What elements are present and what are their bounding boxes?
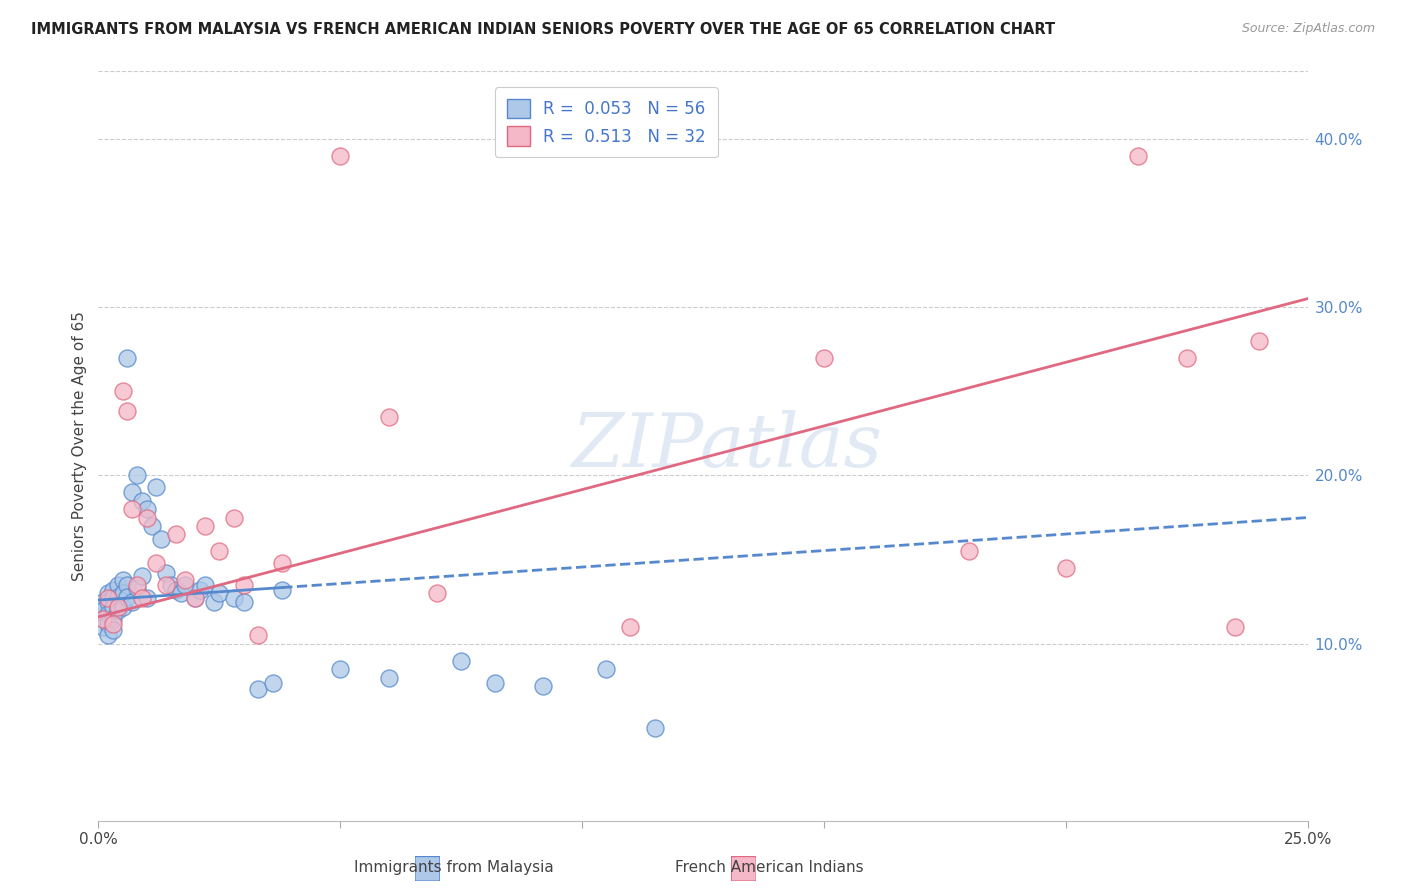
Point bbox=[101, 591, 124, 606]
Point bbox=[174, 578, 197, 592]
Y-axis label: Seniors Poverty Over the Age of 65: Seniors Poverty Over the Age of 65 bbox=[72, 311, 87, 581]
Point bbox=[111, 384, 134, 399]
Point bbox=[1249, 334, 1271, 348]
Point bbox=[271, 556, 294, 570]
Point bbox=[165, 527, 187, 541]
Point bbox=[101, 616, 124, 631]
Point bbox=[145, 480, 167, 494]
Point bbox=[247, 628, 270, 642]
Point bbox=[131, 569, 153, 583]
Point bbox=[91, 620, 114, 634]
Point bbox=[208, 586, 231, 600]
Point bbox=[107, 603, 129, 617]
Text: Source: ZipAtlas.com: Source: ZipAtlas.com bbox=[1241, 22, 1375, 36]
Point bbox=[232, 578, 254, 592]
Point bbox=[101, 611, 124, 625]
Point bbox=[117, 590, 139, 604]
Point bbox=[131, 493, 153, 508]
Point bbox=[101, 624, 124, 638]
Point bbox=[160, 578, 183, 592]
Point bbox=[194, 578, 217, 592]
Point bbox=[204, 595, 226, 609]
Point bbox=[107, 599, 129, 614]
Point bbox=[121, 502, 143, 516]
Point bbox=[188, 582, 211, 597]
Point bbox=[595, 662, 617, 676]
Point bbox=[97, 591, 120, 606]
Point bbox=[101, 599, 124, 614]
Point bbox=[155, 566, 177, 581]
Point bbox=[121, 485, 143, 500]
Point bbox=[531, 679, 554, 693]
FancyBboxPatch shape bbox=[731, 856, 756, 881]
Point bbox=[377, 671, 399, 685]
Point bbox=[127, 582, 149, 596]
Point bbox=[107, 590, 129, 604]
Point bbox=[127, 578, 149, 592]
Point bbox=[97, 586, 120, 600]
Point bbox=[111, 586, 134, 600]
Point bbox=[957, 544, 980, 558]
Point bbox=[117, 578, 139, 592]
Point bbox=[1223, 620, 1246, 634]
Point bbox=[619, 620, 641, 634]
Point bbox=[377, 409, 399, 424]
Point bbox=[262, 675, 284, 690]
Point bbox=[101, 582, 124, 597]
Point bbox=[121, 595, 143, 609]
Point bbox=[813, 351, 835, 365]
Point bbox=[208, 544, 231, 558]
Point bbox=[117, 404, 139, 418]
Point bbox=[135, 510, 157, 524]
Point bbox=[91, 595, 114, 609]
Point bbox=[155, 578, 177, 592]
Text: Immigrants from Malaysia: Immigrants from Malaysia bbox=[354, 860, 554, 874]
Point bbox=[97, 616, 120, 631]
Point bbox=[271, 582, 294, 597]
Point bbox=[91, 611, 114, 625]
Point bbox=[247, 682, 270, 697]
Point bbox=[1175, 351, 1198, 365]
Point bbox=[329, 662, 352, 676]
Point bbox=[91, 603, 114, 617]
Point bbox=[131, 591, 153, 606]
Point bbox=[450, 654, 472, 668]
Point bbox=[184, 591, 207, 606]
Point bbox=[111, 573, 134, 587]
Point bbox=[135, 591, 157, 606]
Point bbox=[1128, 148, 1150, 162]
Point bbox=[97, 595, 120, 609]
Point bbox=[145, 556, 167, 570]
Point bbox=[232, 595, 254, 609]
Legend: R =  0.053   N = 56, R =  0.513   N = 32: R = 0.053 N = 56, R = 0.513 N = 32 bbox=[495, 87, 717, 157]
Text: French American Indians: French American Indians bbox=[675, 860, 863, 874]
Point bbox=[135, 502, 157, 516]
Point bbox=[111, 599, 134, 614]
Text: IMMIGRANTS FROM MALAYSIA VS FRENCH AMERICAN INDIAN SENIORS POVERTY OVER THE AGE : IMMIGRANTS FROM MALAYSIA VS FRENCH AMERI… bbox=[31, 22, 1054, 37]
Point bbox=[117, 351, 139, 365]
Point bbox=[127, 468, 149, 483]
Point bbox=[141, 519, 163, 533]
Point bbox=[484, 675, 506, 690]
Point bbox=[329, 148, 352, 162]
Point bbox=[97, 628, 120, 642]
Point bbox=[194, 519, 217, 533]
Text: ZIPatlas: ZIPatlas bbox=[572, 409, 883, 483]
FancyBboxPatch shape bbox=[415, 856, 440, 881]
Point bbox=[222, 591, 245, 606]
Point bbox=[1054, 561, 1077, 575]
Point bbox=[174, 573, 197, 587]
Point bbox=[426, 586, 449, 600]
Point bbox=[165, 582, 187, 597]
Point bbox=[184, 591, 207, 606]
Point bbox=[107, 578, 129, 592]
Point bbox=[222, 510, 245, 524]
Point bbox=[91, 611, 114, 625]
Point bbox=[644, 721, 666, 735]
Point bbox=[150, 533, 173, 547]
Point bbox=[97, 607, 120, 621]
Point bbox=[169, 586, 191, 600]
